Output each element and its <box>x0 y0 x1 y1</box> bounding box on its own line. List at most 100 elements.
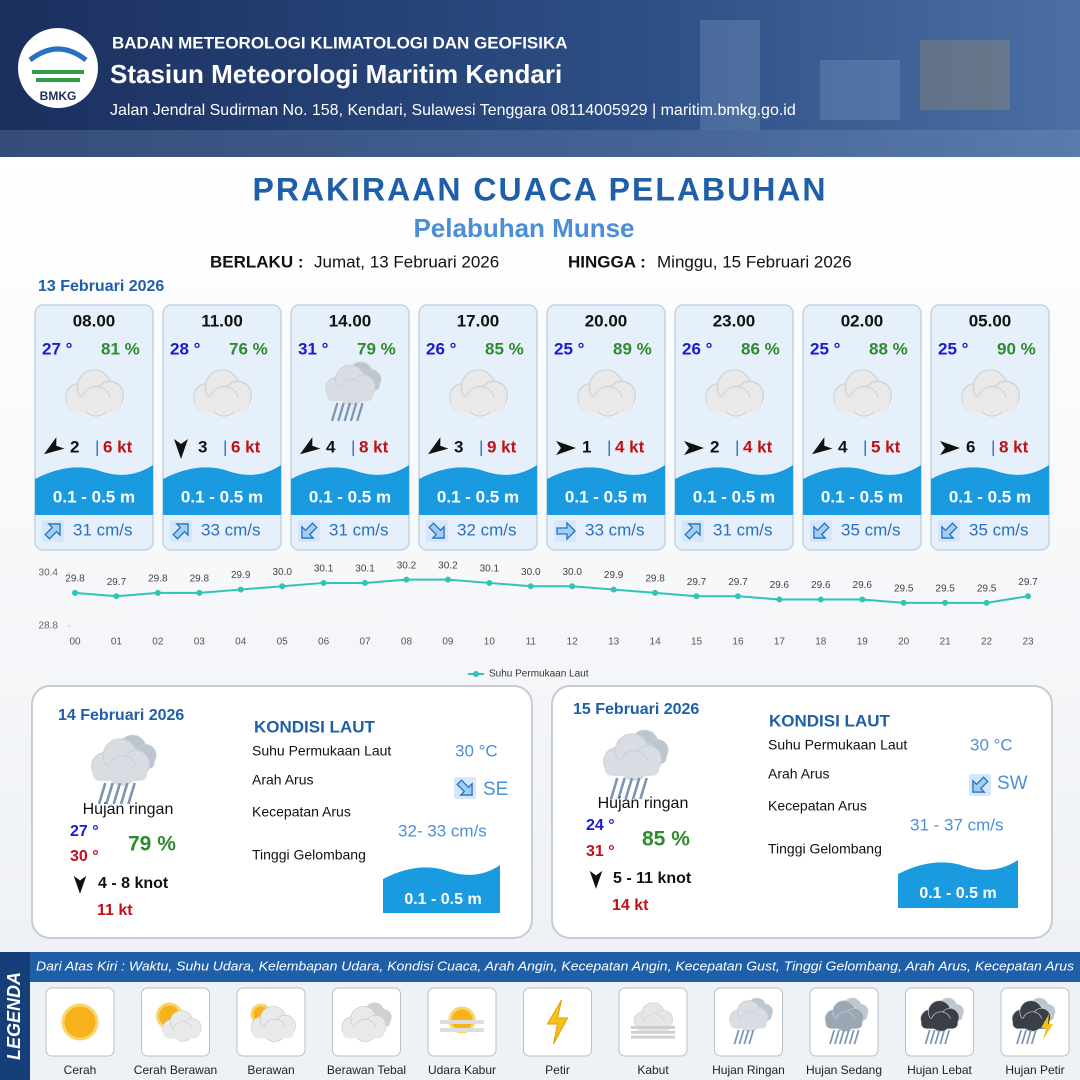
rain-drop <box>609 777 619 800</box>
legend-item-label: Hujan Petir <box>1005 1063 1064 1077</box>
current-arrow <box>554 520 576 542</box>
cloud-part <box>163 1028 200 1039</box>
day-condition: Hujan ringan <box>83 801 174 818</box>
current-arrow <box>810 520 832 542</box>
legend-item-label: Berawan Tebal <box>327 1063 406 1077</box>
current-shape <box>172 523 189 540</box>
rain-drop <box>939 1029 946 1045</box>
sea-sst: 30 °C <box>455 741 498 760</box>
weather-icon <box>1011 997 1056 1045</box>
x-tick-label: 12 <box>567 637 579 648</box>
rain-drop <box>127 782 136 805</box>
sea-label: Tinggi Gelombang <box>768 841 882 857</box>
sst-point <box>693 593 700 600</box>
cloud-part <box>706 397 762 412</box>
rain-drop <box>349 402 358 422</box>
slot-wind: 4 <box>838 437 848 456</box>
slot-wave: 0.1 - 0.5 m <box>821 487 903 506</box>
cloud-part <box>921 1018 958 1029</box>
logo-text: BMKG <box>40 89 77 103</box>
fog <box>631 1026 675 1029</box>
wave-band <box>291 465 409 515</box>
separator: | <box>863 437 867 456</box>
sea-direction: SW <box>997 773 1028 794</box>
day-wind: 5 - 11 knot <box>613 870 692 887</box>
sst-point <box>486 579 493 586</box>
agency: BADAN METEOROLOGI KLIMATOLOGI DAN GEOFIS… <box>112 33 568 52</box>
rain-drop <box>834 1029 840 1045</box>
haze <box>440 1028 484 1032</box>
rain-drop <box>97 782 107 805</box>
cloud-part <box>252 1027 294 1039</box>
x-tick-label: 23 <box>1022 637 1034 648</box>
slot-current: 32 cm/s <box>457 520 517 539</box>
separator: | <box>223 437 227 456</box>
rain-drop <box>829 1029 836 1045</box>
cloud-part <box>92 766 148 781</box>
slot-wind: 3 <box>198 437 207 456</box>
separator: | <box>479 437 483 456</box>
sst-point <box>237 586 244 593</box>
slot-wind: 4 <box>326 437 336 456</box>
cloud-part <box>825 1018 863 1029</box>
rain-drop <box>1021 1029 1027 1045</box>
slot-current: 33 cm/s <box>201 520 261 539</box>
slot-wind: 3 <box>454 437 463 456</box>
sea-label: Tinggi Gelombang <box>252 847 366 863</box>
slot-current: 31 cm/s <box>713 520 773 539</box>
weather-icon <box>824 1000 864 1032</box>
cloud-part <box>834 397 890 412</box>
day-temp-max: 31 ° <box>586 843 615 860</box>
sst-label: 30.1 <box>480 564 500 575</box>
wave-band <box>547 465 665 515</box>
x-tick-label: 02 <box>152 637 164 648</box>
cloud-part <box>962 397 1018 412</box>
rain-drop <box>743 1029 750 1045</box>
station: Stasiun Meteorologi Maritim Kendari <box>110 59 562 89</box>
rain-drop <box>738 1029 745 1045</box>
weather-icon <box>1011 1000 1051 1032</box>
sea-direction: SE <box>483 779 508 800</box>
slot-wave: 0.1 - 0.5 m <box>949 487 1031 506</box>
sst-label: 29.8 <box>148 574 168 585</box>
slot-time: 14.00 <box>329 311 372 330</box>
wave-band <box>931 465 1049 515</box>
slot-humidity: 81 % <box>101 339 140 358</box>
legend-item-label: Hujan Sedang <box>806 1063 882 1077</box>
sea-label: Suhu Permukaan Laut <box>768 737 907 753</box>
legend-item-label: Berawan <box>247 1063 294 1077</box>
weather-icon <box>325 364 376 406</box>
cloud-part <box>578 397 634 412</box>
legend-title: LEGENDA <box>4 972 24 1060</box>
validity-from: Jumat, 13 Februari 2026 <box>314 252 499 271</box>
x-tick-label: 06 <box>318 637 330 648</box>
wind-arrow <box>684 441 704 455</box>
day-temp-max: 30 ° <box>70 848 99 865</box>
x-tick-label: 21 <box>940 637 952 648</box>
slot-gust: 8 kt <box>999 437 1029 456</box>
x-tick-label: 03 <box>194 637 206 648</box>
x-tick-label: 08 <box>401 637 413 648</box>
current-arrow <box>454 777 476 799</box>
rain-drop <box>356 402 364 422</box>
legend-item-label: Petir <box>545 1063 570 1077</box>
validity-label: BERLAKU : <box>210 252 304 271</box>
legend-item-label: Udara Kabur <box>428 1063 496 1077</box>
slot-gust: 4 kt <box>743 437 773 456</box>
slot-gust: 6 kt <box>231 437 261 456</box>
x-tick-label: 22 <box>981 637 993 648</box>
rain-drop <box>639 777 648 800</box>
title: PRAKIRAAN CUACA PELABUHAN <box>252 171 827 207</box>
weather-icon <box>729 997 773 1045</box>
legend-side <box>0 952 30 1080</box>
logo-mark <box>28 46 88 63</box>
weather-icon <box>65 369 124 417</box>
wind-arrow <box>299 437 321 455</box>
sun <box>61 1003 99 1041</box>
validity-label: HINGGA : <box>568 252 646 271</box>
sst-label: 29.5 <box>935 583 955 594</box>
current-shape <box>813 522 830 539</box>
wind-arrow <box>556 441 576 455</box>
legend-item-label: Kabut <box>637 1063 669 1077</box>
slot-temp: 25 ° <box>810 339 841 358</box>
